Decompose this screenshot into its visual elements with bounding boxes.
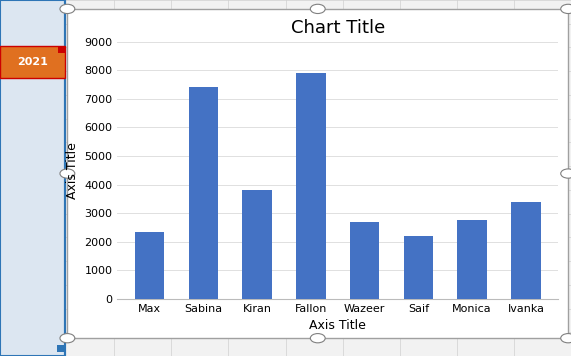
Y-axis label: Axis Title: Axis Title [66,142,79,199]
Bar [57,345,65,352]
Title: Chart Title: Chart Title [291,20,385,37]
Circle shape [311,334,325,343]
X-axis label: Axis Title: Axis Title [309,319,366,332]
Bar [457,220,487,299]
Circle shape [60,169,75,178]
Bar [296,73,325,299]
Bar [67,9,568,338]
Bar [58,46,65,53]
Circle shape [561,169,571,178]
Circle shape [561,334,571,343]
Bar [243,190,272,299]
Text: 2021: 2021 [17,57,48,67]
Bar [350,222,380,299]
Bar [0,0,65,356]
Bar [188,88,218,299]
Circle shape [60,334,75,343]
Circle shape [311,4,325,14]
Bar [511,201,541,299]
Circle shape [561,4,571,14]
Bar [135,232,164,299]
Bar [404,236,433,299]
Bar [0,46,65,78]
Circle shape [60,4,75,14]
